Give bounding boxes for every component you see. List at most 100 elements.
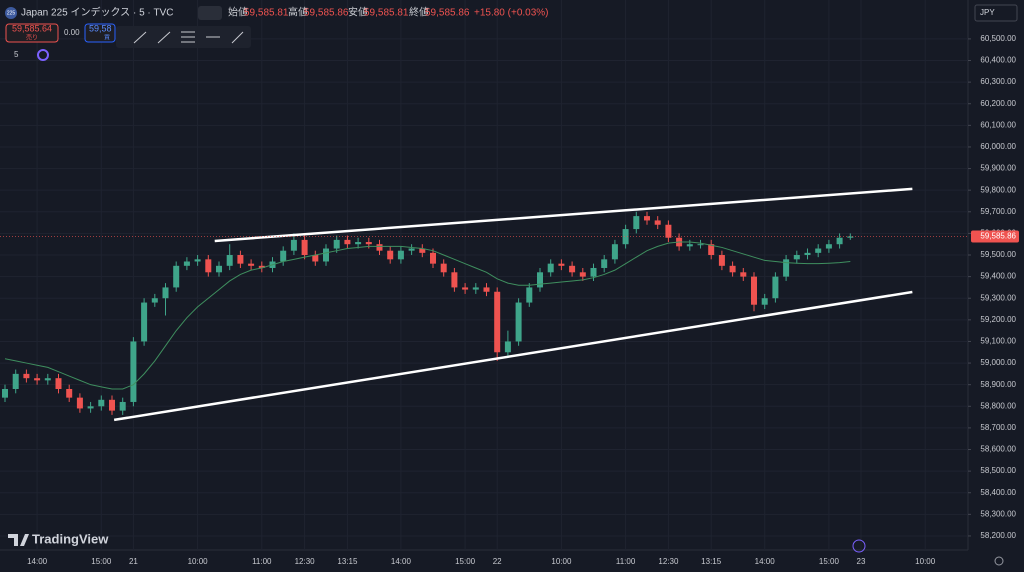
- y-tick-label: 58,500.00: [980, 466, 1016, 475]
- indicator-label: 5: [14, 50, 19, 59]
- candle-body: [290, 239, 297, 251]
- ohlc-value: 59,585.81: [244, 8, 289, 19]
- x-tick-label: 13:15: [337, 557, 358, 566]
- candle-body: [216, 265, 222, 273]
- sell-button[interactable]: [5, 23, 59, 43]
- candle-body: [376, 244, 383, 251]
- last-price-label: 59,585.86: [980, 232, 1016, 241]
- sell-label: 売り: [26, 34, 38, 42]
- settings-icon[interactable]: [994, 556, 1004, 566]
- candle-body: [494, 291, 501, 353]
- candle-body: [2, 388, 8, 398]
- candle-body: [751, 276, 757, 305]
- trendline: [113, 290, 913, 422]
- candle-body: [194, 259, 201, 262]
- tool-icons: [133, 31, 244, 44]
- candle-body: [34, 378, 41, 381]
- candle-body: [708, 244, 715, 256]
- candle-body: [579, 272, 586, 277]
- currency-box[interactable]: [974, 4, 1018, 22]
- trendline: [214, 187, 913, 243]
- candle-body: [644, 216, 650, 221]
- candle-body: [280, 250, 287, 262]
- candle-body: [119, 401, 126, 411]
- moving-average: [4, 241, 851, 390]
- tool-channel[interactable]: [157, 31, 171, 44]
- y-tick-label: 60,500.00: [980, 34, 1016, 43]
- candle-body: [451, 272, 458, 288]
- x-tick-label: 23: [857, 557, 866, 566]
- y-tick-label: 59,400.00: [980, 272, 1016, 281]
- candle-body: [183, 261, 190, 266]
- candle-body: [718, 255, 725, 266]
- x-tick-label: 15:00: [819, 557, 840, 566]
- x-tick-label: 13:15: [701, 557, 722, 566]
- candle-body: [248, 263, 255, 266]
- ohlc-label: 安値: [348, 6, 368, 19]
- candle-body: [355, 242, 362, 245]
- candle-body: [237, 255, 244, 264]
- candle-body: [12, 373, 19, 389]
- candle-body: [397, 250, 404, 260]
- candle-body: [141, 302, 148, 342]
- candle-body: [761, 298, 768, 305]
- candle-body: [205, 259, 212, 273]
- x-tick-label: 15:00: [455, 557, 476, 566]
- indicator-icon[interactable]: [37, 49, 49, 61]
- candle-body: [537, 272, 543, 288]
- candle-body: [483, 287, 490, 292]
- toggle[interactable]: [198, 6, 222, 20]
- candle-body: [504, 341, 511, 353]
- buy-price: 59,58: [89, 23, 112, 33]
- ohlc-label: 高値: [288, 6, 308, 19]
- candle-body: [665, 224, 672, 238]
- candle-body: [772, 276, 779, 299]
- y-tick-label: 58,200.00: [980, 531, 1016, 540]
- ohlc-value: 59,585.86: [425, 8, 470, 19]
- alert-icon[interactable]: [852, 539, 866, 553]
- candle-body: [462, 287, 469, 290]
- y-tick-label: 58,400.00: [980, 488, 1016, 497]
- candle-body: [258, 265, 265, 268]
- y-tick-label: 60,100.00: [980, 120, 1016, 129]
- candle-body: [825, 244, 832, 249]
- tool-trendline[interactable]: [133, 31, 147, 44]
- buy-label: 買: [104, 35, 110, 42]
- candle-body: [526, 287, 533, 303]
- logo: TradingView: [32, 531, 109, 546]
- logo-icon: [8, 534, 29, 546]
- candle-body: [804, 252, 811, 256]
- candle-body: [76, 397, 83, 409]
- candle-body: [23, 373, 30, 379]
- candle-body: [815, 248, 822, 253]
- y-tick-label: 60,400.00: [980, 56, 1016, 65]
- candle-body: [569, 265, 576, 273]
- ohlc-label: 終値: [409, 6, 429, 19]
- candle-body: [515, 302, 522, 342]
- plot: [0, 0, 968, 550]
- candle-body: [226, 255, 233, 266]
- x-tick-label: 10:00: [915, 557, 936, 566]
- y-tick-label: 58,700.00: [980, 423, 1016, 432]
- y-tick-label: 60,000.00: [980, 142, 1016, 151]
- tool-extended[interactable]: [231, 31, 244, 44]
- candle-body: [151, 298, 158, 303]
- y-tick-label: 58,800.00: [980, 401, 1016, 410]
- candle-body: [622, 229, 629, 245]
- candle-body: [387, 250, 394, 260]
- y-tick-label: 59,200.00: [980, 315, 1016, 324]
- candle-body: [836, 237, 843, 245]
- x-tick-label: 22: [493, 557, 502, 566]
- candle-body: [847, 236, 854, 238]
- candle-body: [654, 220, 661, 225]
- y-tick-label: 59,000.00: [980, 358, 1016, 367]
- y-tick-label: 59,700.00: [980, 207, 1016, 216]
- y-tick-label: 59,800.00: [980, 185, 1016, 194]
- buy-button[interactable]: [84, 23, 116, 43]
- x-tick-label: 10:00: [551, 557, 572, 566]
- candle-body: [633, 216, 640, 230]
- badge-text: 225: [7, 10, 16, 16]
- candle-body: [547, 263, 554, 273]
- x-tick-label: 11:00: [252, 557, 272, 566]
